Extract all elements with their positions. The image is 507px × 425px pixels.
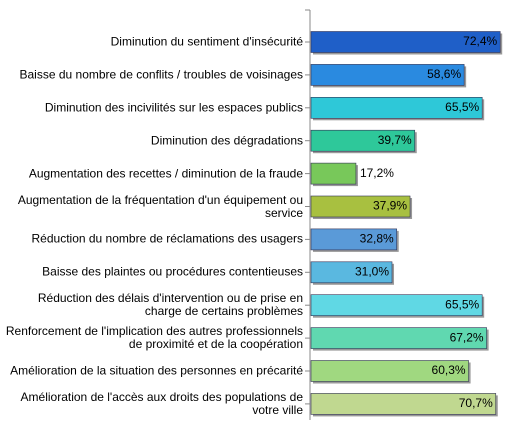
bar — [310, 162, 357, 185]
y-tick-label: Baisse des plaintes ou procédures conten… — [42, 264, 303, 279]
y-tick-label: Réduction du nombre de réclamations des … — [31, 231, 304, 246]
y-tick-label: Augmentation des recettes / diminution d… — [28, 166, 303, 181]
bar — [310, 195, 411, 218]
bar — [310, 97, 483, 119]
bar — [310, 393, 497, 415]
y-tick-label: Diminution du sentiment d'insécurité — [110, 34, 303, 49]
value-label: 72,4% — [463, 34, 497, 48]
bar — [310, 261, 393, 284]
y-tick-label: Diminution des dégradations — [150, 133, 303, 148]
y-tick-label: Augmentation de la fréquentation d'un éq… — [17, 192, 303, 220]
bar — [310, 360, 469, 382]
bar — [310, 129, 416, 152]
value-label: 65,5% — [445, 100, 479, 114]
bar — [310, 31, 501, 53]
value-label: 31,0% — [355, 264, 389, 278]
y-tick-label: Baisse du nombre de conflits / troubles … — [19, 67, 304, 82]
value-label: 67,2% — [450, 330, 484, 344]
value-label: 37,9% — [373, 199, 407, 213]
value-label: 58,6% — [427, 67, 461, 81]
value-label: 65,5% — [445, 297, 479, 311]
y-tick-label: Diminution des incivilités sur les espac… — [44, 100, 303, 115]
value-label: 60,3% — [432, 363, 466, 377]
value-label: 17,2% — [360, 166, 394, 180]
bar — [310, 294, 483, 317]
value-label: 39,7% — [378, 133, 412, 147]
y-tick-label: Amélioration de la situation des personn… — [10, 363, 303, 378]
y-tick-label: Réduction des délais d'intervention ou d… — [37, 291, 303, 319]
y-tick-label: Renforcement de l'implication des autres… — [5, 324, 303, 352]
bar — [310, 228, 398, 251]
bar — [310, 64, 465, 86]
bar — [310, 327, 487, 349]
value-label: 70,7% — [459, 396, 493, 410]
value-label: 32,8% — [360, 232, 394, 246]
y-tick-label: Amélioration de l'accès aux droits des p… — [20, 389, 303, 417]
